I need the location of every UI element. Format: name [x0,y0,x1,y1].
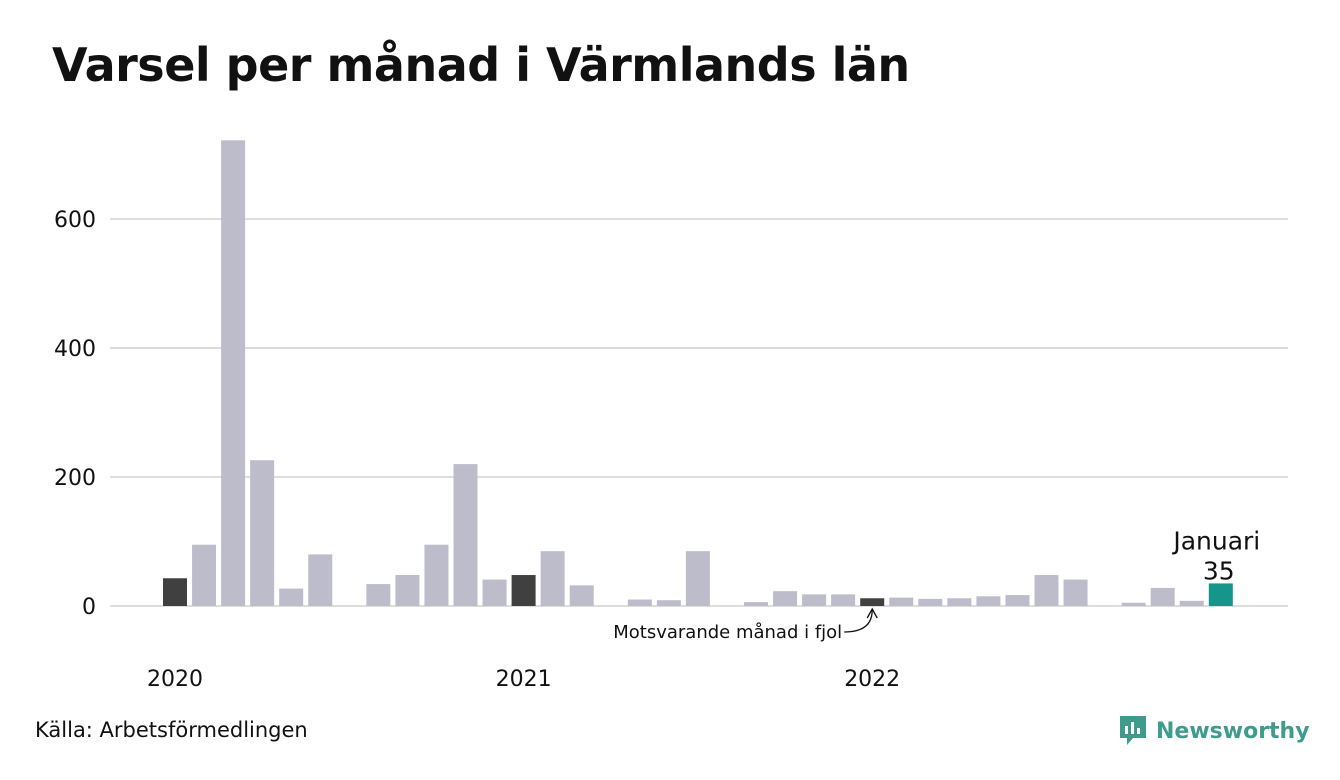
brand-name: Newsworthy [1156,718,1310,744]
bar [1005,595,1030,606]
brand-logo: Newsworthy [1118,714,1310,748]
bar [627,599,652,606]
annotation-current-value: 35 [1203,556,1235,585]
bar [744,602,768,606]
bar [1034,575,1059,606]
x-axis-tick-labels: 2020 2021 2022 [147,667,900,692]
bar [947,598,972,606]
x-tick-label: 2022 [844,667,900,692]
arrow-head [866,607,878,619]
bar-current [1208,583,1233,606]
bar-highlighted [860,598,885,606]
bar [1150,587,1175,606]
bars [163,140,1233,606]
y-tick-label: 400 [54,337,96,362]
bar [685,551,710,606]
bar [482,579,507,606]
bar-highlighted [511,575,536,606]
y-tick-label: 200 [54,466,96,491]
bar [424,544,449,606]
x-tick-label: 2021 [496,667,552,692]
bar [976,596,1001,606]
bar [279,588,304,606]
bar [192,544,217,606]
bar [1063,579,1088,606]
bar [221,140,246,606]
bar [569,585,594,606]
bar [773,591,798,606]
bar [453,464,478,606]
y-tick-label: 0 [82,595,96,620]
bar [889,597,914,606]
annotation-previous-year: Motsvarande månad i fjol [613,622,842,643]
gridlines [110,218,1288,607]
source-note: Källa: Arbetsförmedlingen [35,718,308,742]
y-axis-tick-labels: 0 200 400 600 [54,208,96,620]
bar [250,460,275,606]
bar [918,598,943,606]
bar [395,575,420,606]
bar [540,551,565,606]
bar [831,594,856,606]
x-tick-label: 2020 [147,667,203,692]
bar [656,600,681,606]
chart-title: Varsel per månad i Värmlands län [52,38,910,92]
annotation-current-month: Januari [1171,526,1260,555]
bar [802,594,827,606]
newsworthy-logo-icon [1120,716,1146,745]
bar-highlighted [163,578,187,606]
bar [308,554,333,606]
bar [1121,602,1146,606]
bar [1179,600,1204,606]
bar [366,584,391,606]
y-tick-label: 600 [54,208,96,233]
annotation-arrow [844,609,873,633]
